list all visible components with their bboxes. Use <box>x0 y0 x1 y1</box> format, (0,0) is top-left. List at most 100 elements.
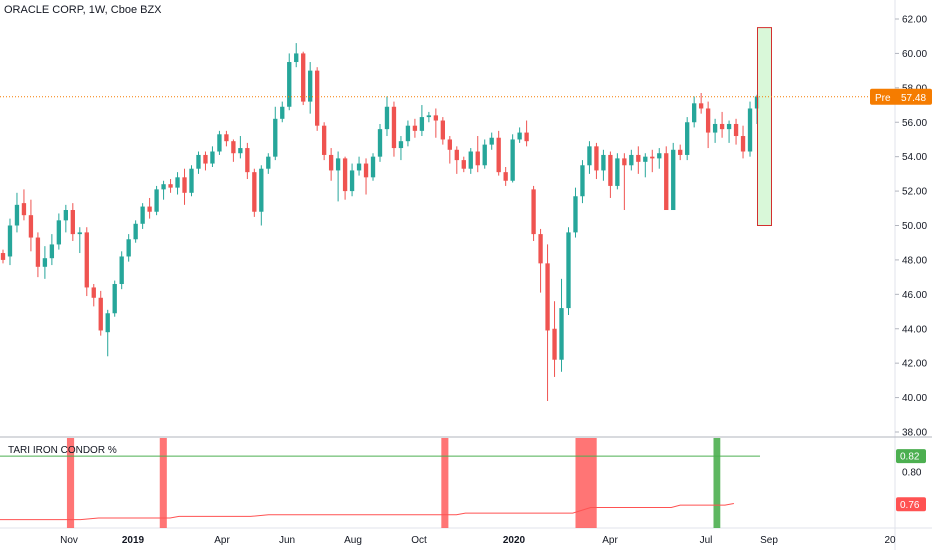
candle-body <box>335 158 341 171</box>
candle-body <box>377 129 383 157</box>
price-tick-label: 62.00 <box>902 15 927 26</box>
candle-body <box>524 132 529 142</box>
candle-body <box>705 108 711 133</box>
price-tick-label: 46.00 <box>902 290 927 301</box>
candle-body <box>189 168 194 193</box>
indicator-band <box>66 438 75 528</box>
time-tick-label: Jun <box>279 535 295 546</box>
price-tick-label: 42.00 <box>902 359 927 370</box>
candle-body <box>238 148 243 154</box>
candle-body <box>14 204 20 226</box>
candle-body <box>224 134 229 142</box>
candle-body <box>719 123 725 130</box>
candle-body <box>84 232 89 288</box>
candle-body <box>35 237 41 267</box>
price-tick-label: 54.00 <box>902 152 927 163</box>
candle-body <box>489 137 494 145</box>
candle-body <box>42 258 48 267</box>
candle-body <box>747 108 753 152</box>
candle-body <box>245 148 250 173</box>
indicator-marker-label: 0.76 <box>900 500 920 511</box>
candle-body <box>433 115 439 121</box>
candle-body <box>210 151 215 164</box>
candle-body <box>698 103 704 109</box>
candle-body <box>671 149 676 211</box>
candle-body <box>252 172 257 212</box>
candle-body <box>398 141 404 149</box>
candle-body <box>321 125 327 155</box>
candle-body <box>266 156 271 169</box>
indicator-band <box>159 438 167 528</box>
candle-body <box>405 125 411 142</box>
candle-body <box>426 115 432 118</box>
candle-body <box>622 158 627 166</box>
highlight-box <box>757 27 772 226</box>
price-tick-label: 40.00 <box>902 393 927 404</box>
candle-body <box>56 220 62 245</box>
candle-body <box>259 168 264 212</box>
candle-body <box>356 163 362 171</box>
price-tick-label: 60.00 <box>902 49 927 60</box>
candle-body <box>280 106 285 119</box>
candle-body <box>629 154 634 166</box>
candle-body <box>475 151 480 166</box>
chart-title: ORACLE CORP, 1W, Cboe BZX <box>4 4 162 16</box>
candle-body <box>608 154 613 186</box>
candle-body <box>175 177 180 188</box>
candle-body <box>580 165 585 197</box>
candle-body <box>664 153 669 211</box>
candle-body <box>273 118 278 157</box>
candle-body <box>531 189 536 235</box>
candle-body <box>566 232 571 309</box>
candle-body <box>154 189 159 212</box>
candle-body <box>161 184 166 190</box>
indicator-marker-label: 0.82 <box>900 452 920 463</box>
time-tick-label: 2020 <box>503 535 526 546</box>
time-tick-label: Apr <box>602 535 618 546</box>
candle-body <box>7 225 13 257</box>
indicator-series-line <box>0 503 734 521</box>
candle-body <box>196 154 201 169</box>
indicator-band <box>441 438 449 528</box>
candle-body <box>328 154 334 171</box>
candle-body <box>552 328 557 360</box>
price-tick-label: 56.00 <box>902 118 927 129</box>
time-tick-label: 2019 <box>122 535 145 546</box>
candle-body <box>105 313 110 333</box>
indicator-band <box>575 438 597 528</box>
price-tick-label: 50.00 <box>902 221 927 232</box>
candle-body <box>601 154 606 171</box>
candle-body <box>650 156 655 159</box>
candle-body <box>363 163 369 178</box>
time-tick-label: Oct <box>411 535 427 546</box>
price-tick-label: 44.00 <box>902 324 927 335</box>
candle-body <box>287 62 292 107</box>
price-tick-label: 52.00 <box>902 187 927 198</box>
indicator-tick-label: 0.80 <box>902 468 922 479</box>
candle-body <box>440 120 445 140</box>
candle-body <box>733 123 739 137</box>
candle-body <box>147 206 152 212</box>
candle-body <box>517 132 522 140</box>
candle-body <box>468 151 473 169</box>
candle-body <box>308 70 313 102</box>
candle-body <box>712 123 718 133</box>
candle-body <box>391 106 397 149</box>
candle-body <box>28 215 34 238</box>
candle-body <box>112 284 117 314</box>
last-price-badge <box>870 88 932 105</box>
candle-body <box>49 244 55 259</box>
candle-body <box>740 136 746 152</box>
candle-body <box>538 234 543 264</box>
candle-body <box>217 134 222 152</box>
candle-body <box>454 149 459 161</box>
candle-body <box>370 156 376 178</box>
candle-body <box>70 210 75 235</box>
time-tick-label: Jul <box>700 535 713 546</box>
time-tick-label: Apr <box>214 535 230 546</box>
candle-body <box>301 53 306 102</box>
candle-body <box>692 103 697 123</box>
candle-body <box>0 253 6 260</box>
